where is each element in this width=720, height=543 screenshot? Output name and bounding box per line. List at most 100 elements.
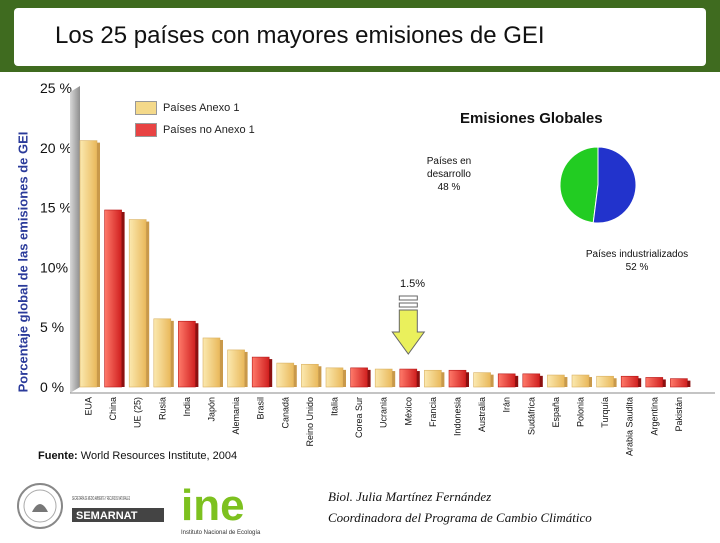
- bar-side: [146, 221, 150, 387]
- pie-label-developing: Países en desarrollo 48 %: [405, 155, 493, 194]
- x-tick-label: Rusia: [157, 397, 167, 420]
- bar-side: [293, 365, 297, 387]
- bar-side: [589, 377, 592, 387]
- source-note: Fuente: World Resources Institute, 2004: [38, 450, 237, 462]
- source-text: World Resources Institute, 2004: [80, 450, 238, 462]
- source-label: Fuente:: [38, 450, 78, 462]
- bar-side: [170, 320, 174, 387]
- y-axis-wall: [70, 86, 80, 393]
- semarnat-wordmark: SEMARNAT: [76, 510, 138, 522]
- bar-side: [564, 377, 568, 387]
- bar-side: [97, 142, 100, 387]
- author-role: Coordinadora del Programa de Cambio Clim…: [328, 510, 592, 525]
- bar-italia: [325, 367, 344, 388]
- bar-side: [490, 374, 494, 387]
- x-tick-label: Arabia Saudita: [625, 397, 635, 456]
- x-tick-label: UE (25): [133, 397, 143, 428]
- bar-india: [178, 320, 196, 388]
- bar-side: [613, 378, 617, 387]
- bar-ue-25-: [128, 219, 147, 388]
- x-tick-label: India: [182, 397, 192, 417]
- x-tick-label: Turquía: [600, 397, 610, 428]
- bar-side: [662, 379, 666, 387]
- bar-side: [121, 211, 125, 387]
- x-tick-label: Reino Unido: [305, 397, 315, 447]
- legend-label-non-annex1: Países no Anexo 1: [163, 124, 255, 136]
- legend-swatch-non-annex1: [135, 123, 157, 137]
- bar-side: [515, 375, 519, 387]
- bar-pakist-n: [670, 378, 688, 388]
- legend-item-annex1: Países Anexo 1: [135, 97, 255, 119]
- x-tick-label: Japón: [207, 397, 217, 422]
- bar-canad-: [276, 362, 295, 388]
- x-tick-label: Alemania: [231, 397, 241, 435]
- bar-side: [638, 378, 642, 387]
- bar-side: [466, 372, 469, 387]
- y-tick-label: 5 %: [40, 319, 64, 335]
- bar-arabia-saudita: [620, 375, 639, 388]
- bar-side: [687, 380, 691, 387]
- bar-sud-frica: [522, 373, 541, 388]
- y-tick-label: 10%: [40, 259, 68, 275]
- x-tick-label: Irán: [502, 397, 512, 413]
- x-tick-label: México: [403, 397, 413, 426]
- semarnat-logo: SECRETARÍA DE MEDIO AMBIENTE Y RECURSOS …: [12, 478, 172, 541]
- bar-australia: [473, 372, 491, 388]
- bar-side: [343, 369, 346, 387]
- title-banner: [0, 0, 720, 72]
- ine-caption: Instituto Nacional de Ecología: [181, 530, 261, 536]
- x-tick-label: Italia: [330, 397, 340, 416]
- x-tick-label: Ucrania: [379, 397, 389, 428]
- x-tick-label: Pakistán: [674, 397, 684, 432]
- bar-side: [392, 371, 396, 387]
- bar-m-xico: [399, 368, 418, 388]
- y-tick-label: 25 %: [40, 80, 72, 96]
- x-tick-label: Argentina: [649, 397, 659, 436]
- page-title: Los 25 países con mayores emisiones de G…: [55, 22, 545, 49]
- pie-developing-pct: 48 %: [437, 182, 461, 193]
- bar-argentina: [645, 377, 664, 388]
- bar-side: [269, 359, 273, 387]
- bar-ir-n: [497, 373, 516, 388]
- bar-brasil: [251, 356, 270, 388]
- bar-espa-a: [547, 374, 565, 388]
- legend: Países Anexo 1 Países no Anexo 1: [135, 97, 255, 141]
- mexico-arrow-icon: [391, 309, 426, 355]
- x-tick-label: EUA: [84, 397, 94, 416]
- bar-corea-sur: [350, 367, 368, 388]
- semarnat-subtitle: SECRETARÍA DE MEDIO AMBIENTE Y RECURSOS …: [72, 495, 130, 502]
- bar-side: [539, 375, 543, 387]
- ine-logo-graphic: ine Instituto Nacional de Ecología: [181, 481, 261, 536]
- x-tick-label: Sudáfrica: [526, 397, 536, 435]
- legend-item-non-annex1: Países no Anexo 1: [135, 119, 255, 141]
- bar-side: [244, 351, 248, 387]
- legend-label-annex1: Países Anexo 1: [163, 102, 240, 114]
- bar-francia: [424, 369, 442, 388]
- x-tick-label: Canadá: [280, 397, 290, 429]
- pie-slice-developing: [559, 146, 599, 224]
- x-tick-label: Australia: [477, 397, 487, 432]
- bar-side: [220, 339, 223, 387]
- x-tick-label: Polonia: [576, 397, 586, 427]
- arrow-band: [398, 302, 418, 308]
- bar-side: [367, 369, 371, 387]
- pie-slice-industrialized: [592, 146, 637, 224]
- bar-jap-n: [202, 337, 221, 388]
- bar-polonia: [571, 374, 590, 388]
- ine-wordmark: ine: [181, 481, 245, 530]
- bar-reino-unido: [301, 363, 319, 388]
- bar-side: [441, 372, 445, 387]
- bar-side: [195, 323, 199, 387]
- arrow-band: [398, 295, 418, 301]
- x-tick-label: España: [551, 397, 561, 428]
- y-tick-label: 20 %: [40, 140, 72, 156]
- semarnat-logo-graphic: SECRETARÍA DE MEDIO AMBIENTE Y RECURSOS …: [17, 483, 164, 529]
- bar-side: [318, 366, 322, 387]
- x-tick-label: Brasil: [256, 397, 266, 420]
- title-panel: [14, 8, 706, 66]
- bar-alemania: [227, 349, 245, 388]
- x-tick-label: Francia: [428, 397, 438, 427]
- pie-title: Emisiones Globales: [460, 110, 603, 127]
- bar-turqu-a: [596, 375, 614, 388]
